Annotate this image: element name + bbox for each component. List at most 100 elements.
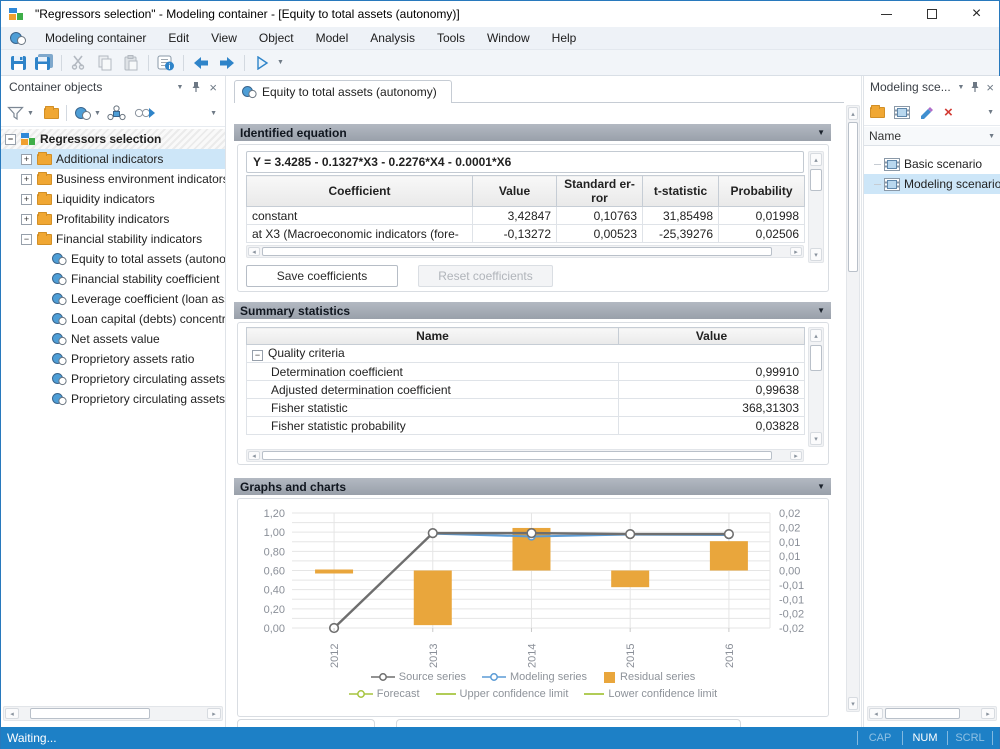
edit-pencil-icon[interactable] xyxy=(919,105,935,120)
menu-item-analysis[interactable]: Analysis xyxy=(370,30,415,45)
tree-folder-business-environment-indicators[interactable]: + Business environment indicators xyxy=(1,169,225,189)
scroll-thumb[interactable] xyxy=(848,122,858,272)
model-dropdown-caret[interactable]: ▼ xyxy=(93,109,101,117)
cut-button[interactable] xyxy=(66,51,92,75)
coef-column-header[interactable]: Probability xyxy=(718,175,805,207)
menu-item-view[interactable]: View xyxy=(211,30,237,45)
coef-column-header[interactable]: Value xyxy=(472,175,557,207)
tree-item-loan-capital-debts-concentra[interactable]: Loan capital (debts) concentra xyxy=(1,309,225,329)
collapse-icon[interactable]: ▼ xyxy=(817,128,825,137)
scroll-left-arrow[interactable]: ◂ xyxy=(5,708,19,719)
window-maximize-button[interactable] xyxy=(909,1,954,27)
summary-table-row[interactable]: Adjusted determination coefficient 0,9963… xyxy=(246,380,805,399)
scenario-item-basic-scenario[interactable]: Basic scenario xyxy=(864,154,1000,174)
equation-hscrollbar[interactable]: ◂ ▸ xyxy=(246,245,804,258)
save-coefficients-button[interactable]: Save coefficients xyxy=(246,265,398,287)
scroll-left-arrow[interactable]: ◂ xyxy=(248,451,260,460)
collapse-icon[interactable]: ▼ xyxy=(817,482,825,491)
tree-item-net-assets-value[interactable]: Net assets value xyxy=(1,329,225,349)
panel-menu-caret[interactable]: ▼ xyxy=(176,83,184,91)
scroll-down-arrow[interactable]: ▾ xyxy=(810,432,822,445)
menu-item-modeling-container[interactable]: Modeling container xyxy=(45,30,147,45)
summary-table-row[interactable]: Fisher statistic 368,31303 xyxy=(246,398,805,417)
reset-coefficients-button[interactable]: Reset coefficients xyxy=(418,265,553,287)
tree-item-financial-stability-coefficient[interactable]: Financial stability coefficient xyxy=(1,269,225,289)
tab-equity-to-total-assets[interactable]: Equity to total assets (autonomy) xyxy=(234,80,452,103)
tree-folder-liquidity-indicators[interactable]: + Liquidity indicators xyxy=(1,189,225,209)
tree-item-proprietory-assets-ratio[interactable]: Proprietory assets ratio xyxy=(1,349,225,369)
tree-item-proprietory-circulating-assets[interactable]: Proprietory circulating assets xyxy=(1,369,225,389)
scroll-thumb[interactable] xyxy=(885,708,960,719)
model-icon[interactable] xyxy=(74,106,91,121)
scroll-down-arrow[interactable]: ▾ xyxy=(848,697,858,710)
scroll-right-arrow[interactable]: ▸ xyxy=(981,708,995,719)
pin-icon[interactable] xyxy=(191,81,201,93)
back-button[interactable] xyxy=(188,51,214,75)
left-panel-hscrollbar[interactable]: ◂ ▸ xyxy=(3,706,223,721)
expander-collapse-icon[interactable]: − xyxy=(252,350,263,361)
scroll-left-arrow[interactable]: ◂ xyxy=(869,708,883,719)
run-button[interactable] xyxy=(249,51,275,75)
scroll-thumb[interactable] xyxy=(262,247,772,256)
menu-item-object[interactable]: Object xyxy=(258,30,294,45)
left-toolbar-overflow-caret[interactable]: ▼ xyxy=(210,109,217,117)
summary-vscrollbar[interactable]: ▴ ▾ xyxy=(808,327,824,447)
expander-icon[interactable]: + xyxy=(21,193,32,205)
scroll-down-arrow[interactable]: ▾ xyxy=(810,248,822,261)
paste-button[interactable] xyxy=(118,51,144,75)
main-vscrollbar[interactable]: ▴ ▾ xyxy=(846,105,860,712)
panel-close-icon[interactable]: × xyxy=(209,79,217,95)
tree-item-equity-to-total-assets-autono[interactable]: Equity to total assets (autono xyxy=(1,249,225,269)
tree-folder-additional-indicators[interactable]: + Additional indicators xyxy=(1,149,225,169)
column-filter-caret[interactable]: ▼ xyxy=(988,132,995,140)
scenario-icon[interactable] xyxy=(894,106,910,119)
window-close-button[interactable]: × xyxy=(954,1,999,27)
expander-icon[interactable]: − xyxy=(21,233,32,245)
link-run-icon[interactable] xyxy=(134,106,156,120)
tree-item-proprietory-circulating-assets[interactable]: Proprietory circulating assets xyxy=(1,389,225,409)
coef-column-header[interactable]: Coefficient xyxy=(246,175,473,207)
scenario-item-modeling-scenario[interactable]: Modeling scenario xyxy=(864,174,1000,194)
save-button[interactable] xyxy=(5,51,31,75)
tree-folder-profitability-indicators[interactable]: + Profitability indicators xyxy=(1,209,225,229)
scroll-right-arrow[interactable]: ▸ xyxy=(790,247,802,256)
expander-icon[interactable]: + xyxy=(21,173,32,185)
scroll-right-arrow[interactable]: ▸ xyxy=(207,708,221,719)
scroll-right-arrow[interactable]: ▸ xyxy=(790,451,802,460)
scroll-thumb[interactable] xyxy=(810,345,822,371)
scroll-thumb[interactable] xyxy=(262,451,772,460)
properties-button[interactable]: i xyxy=(153,51,179,75)
right-panel-hscrollbar[interactable]: ◂ ▸ xyxy=(867,706,997,721)
scroll-up-arrow[interactable]: ▴ xyxy=(848,107,858,120)
scroll-left-arrow[interactable]: ◂ xyxy=(248,247,260,256)
tree-item-leverage-coefficient-loan-ass[interactable]: Leverage coefficient (loan ass xyxy=(1,289,225,309)
panel-close-icon[interactable]: × xyxy=(986,79,994,95)
section-header-summary-statistics[interactable]: Summary statistics ▼ xyxy=(234,302,831,319)
scenario-column-header[interactable]: Name ▼ xyxy=(864,127,1000,146)
filter-dropdown-caret[interactable]: ▼ xyxy=(27,109,34,117)
window-minimize-button[interactable] xyxy=(864,1,909,27)
tree-root-regressors-selection[interactable]: − Regressors selection xyxy=(1,129,225,149)
summary-column-header[interactable]: Name xyxy=(246,327,619,345)
summary-table-row[interactable]: Determination coefficient 0,99910 xyxy=(246,362,805,381)
menu-item-help[interactable]: Help xyxy=(551,30,577,45)
expander-icon[interactable]: + xyxy=(21,153,32,165)
menu-item-model[interactable]: Model xyxy=(315,30,349,45)
menu-item-window[interactable]: Window xyxy=(486,30,530,45)
coef-column-header[interactable]: Standard er-ror xyxy=(556,175,643,207)
section-header-identified-equation[interactable]: Identified equation ▼ xyxy=(234,124,831,141)
summary-hscrollbar[interactable]: ◂ ▸ xyxy=(246,449,804,462)
equation-vscrollbar[interactable]: ▴ ▾ xyxy=(808,151,824,263)
coef-table-row[interactable]: at X3 (Macroeconomic indicators (fore- -0… xyxy=(246,224,805,243)
expander-icon[interactable]: + xyxy=(21,213,32,225)
tree-folder-financial-stability-indicators[interactable]: − Financial stability indicators xyxy=(1,229,225,249)
panel-menu-caret[interactable]: ▼ xyxy=(957,83,965,91)
diagram-icon[interactable] xyxy=(107,105,126,121)
filter-icon[interactable] xyxy=(7,106,24,121)
collapse-icon[interactable]: ▼ xyxy=(817,306,825,315)
copy-button[interactable] xyxy=(92,51,118,75)
right-toolbar-overflow-caret[interactable]: ▼ xyxy=(987,109,994,116)
forward-button[interactable] xyxy=(214,51,240,75)
coef-column-header[interactable]: t-statistic xyxy=(642,175,719,207)
summary-group-row[interactable]: − Quality criteria xyxy=(246,344,805,363)
